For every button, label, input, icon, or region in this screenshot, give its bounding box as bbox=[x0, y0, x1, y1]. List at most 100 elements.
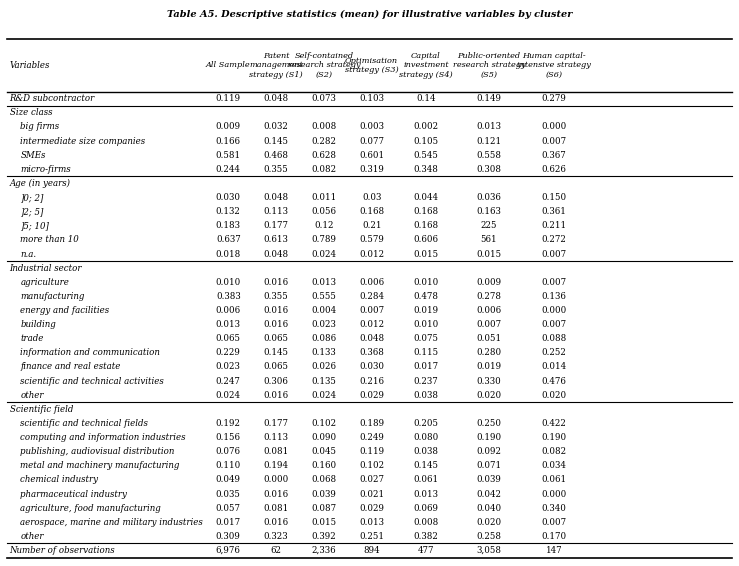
Text: 0.279: 0.279 bbox=[542, 94, 567, 103]
Text: 0.136: 0.136 bbox=[542, 292, 567, 301]
Text: 0.092: 0.092 bbox=[477, 447, 502, 456]
Text: 0.555: 0.555 bbox=[311, 292, 336, 301]
Text: 0.382: 0.382 bbox=[414, 532, 438, 541]
Text: 0.422: 0.422 bbox=[542, 419, 567, 428]
Text: 0.000: 0.000 bbox=[263, 475, 289, 484]
Text: 0.189: 0.189 bbox=[359, 419, 384, 428]
Text: 0.102: 0.102 bbox=[311, 419, 336, 428]
Text: 0.392: 0.392 bbox=[312, 532, 336, 541]
Text: 0.081: 0.081 bbox=[263, 447, 289, 456]
Text: Table A5. Descriptive statistics (mean) for illustrative variables by cluster: Table A5. Descriptive statistics (mean) … bbox=[167, 10, 572, 19]
Text: 0.163: 0.163 bbox=[477, 207, 502, 216]
Text: 0.007: 0.007 bbox=[542, 278, 567, 287]
Text: 0.061: 0.061 bbox=[542, 475, 567, 484]
Text: 0.051: 0.051 bbox=[477, 334, 502, 343]
Text: 0.065: 0.065 bbox=[264, 334, 288, 343]
Text: 0.190: 0.190 bbox=[477, 433, 502, 442]
Text: 6,976: 6,976 bbox=[216, 546, 241, 555]
Text: 0.019: 0.019 bbox=[477, 362, 502, 371]
Text: 0.000: 0.000 bbox=[542, 306, 567, 315]
Text: 0.016: 0.016 bbox=[264, 391, 289, 400]
Text: intermediate size companies: intermediate size companies bbox=[21, 136, 146, 145]
Text: 0.145: 0.145 bbox=[264, 136, 288, 145]
Text: 0.021: 0.021 bbox=[359, 490, 384, 499]
Text: 0.088: 0.088 bbox=[542, 334, 567, 343]
Text: 0.308: 0.308 bbox=[477, 165, 502, 174]
Text: 0.251: 0.251 bbox=[359, 532, 384, 541]
Text: 0.355: 0.355 bbox=[264, 165, 288, 174]
Text: 0.013: 0.013 bbox=[477, 122, 502, 131]
Text: 0.073: 0.073 bbox=[311, 94, 336, 103]
Text: building: building bbox=[21, 320, 56, 329]
Text: 0.010: 0.010 bbox=[216, 278, 241, 287]
Text: 0.581: 0.581 bbox=[216, 151, 241, 160]
Text: 0.040: 0.040 bbox=[477, 504, 502, 513]
Text: 0.323: 0.323 bbox=[264, 532, 288, 541]
Text: 0.009: 0.009 bbox=[216, 122, 241, 131]
Text: 0.558: 0.558 bbox=[477, 151, 502, 160]
Text: 0.018: 0.018 bbox=[216, 250, 241, 259]
Text: Self-contained
research strategy
(S2): Self-contained research strategy (S2) bbox=[287, 52, 360, 79]
Text: 0.183: 0.183 bbox=[216, 221, 241, 230]
Text: 147: 147 bbox=[546, 546, 562, 555]
Text: 0.113: 0.113 bbox=[264, 433, 288, 442]
Text: All Sample: All Sample bbox=[206, 61, 251, 69]
Text: 0.006: 0.006 bbox=[359, 278, 384, 287]
Text: 0.216: 0.216 bbox=[359, 376, 384, 385]
Text: 0.606: 0.606 bbox=[414, 235, 438, 245]
Text: 0.048: 0.048 bbox=[359, 334, 384, 343]
Text: computing and information industries: computing and information industries bbox=[21, 433, 186, 442]
Text: 0.016: 0.016 bbox=[264, 490, 289, 499]
Text: 0.601: 0.601 bbox=[359, 151, 384, 160]
Text: 0.042: 0.042 bbox=[477, 490, 502, 499]
Text: other: other bbox=[21, 532, 44, 541]
Text: 0.009: 0.009 bbox=[477, 278, 502, 287]
Text: 0.020: 0.020 bbox=[542, 391, 567, 400]
Text: 0.013: 0.013 bbox=[359, 518, 384, 527]
Text: 0.029: 0.029 bbox=[359, 504, 384, 513]
Text: big firms: big firms bbox=[21, 122, 60, 131]
Text: 0.056: 0.056 bbox=[311, 207, 336, 216]
Text: 0.478: 0.478 bbox=[414, 292, 438, 301]
Text: 0.090: 0.090 bbox=[311, 433, 336, 442]
Text: 0.020: 0.020 bbox=[477, 518, 502, 527]
Text: 0.309: 0.309 bbox=[216, 532, 241, 541]
Text: 0.258: 0.258 bbox=[477, 532, 502, 541]
Text: other: other bbox=[21, 391, 44, 400]
Text: 0.008: 0.008 bbox=[311, 122, 336, 131]
Text: 0.150: 0.150 bbox=[542, 193, 567, 202]
Text: 0.069: 0.069 bbox=[414, 504, 438, 513]
Text: ]2; 5]: ]2; 5] bbox=[21, 207, 44, 216]
Text: 0.361: 0.361 bbox=[542, 207, 567, 216]
Text: 0.077: 0.077 bbox=[359, 136, 384, 145]
Text: 0.080: 0.080 bbox=[413, 433, 439, 442]
Text: 0.177: 0.177 bbox=[264, 419, 288, 428]
Text: 0.000: 0.000 bbox=[542, 490, 567, 499]
Text: 0.012: 0.012 bbox=[359, 320, 384, 329]
Text: 0.03: 0.03 bbox=[362, 193, 381, 202]
Text: 0.044: 0.044 bbox=[414, 193, 438, 202]
Text: chemical industry: chemical industry bbox=[21, 475, 98, 484]
Text: energy and facilities: energy and facilities bbox=[21, 306, 109, 315]
Text: 0.048: 0.048 bbox=[264, 193, 289, 202]
Text: 0.006: 0.006 bbox=[216, 306, 241, 315]
Text: 0.034: 0.034 bbox=[542, 461, 567, 470]
Text: 0.030: 0.030 bbox=[359, 362, 384, 371]
Text: 0.000: 0.000 bbox=[542, 122, 567, 131]
Text: agriculture, food manufacturing: agriculture, food manufacturing bbox=[21, 504, 161, 513]
Text: 0.012: 0.012 bbox=[359, 250, 384, 259]
Text: 0.545: 0.545 bbox=[414, 151, 438, 160]
Text: 0.280: 0.280 bbox=[477, 348, 502, 357]
Text: 0.355: 0.355 bbox=[264, 292, 288, 301]
Text: 225: 225 bbox=[481, 221, 497, 230]
Text: 0.247: 0.247 bbox=[216, 376, 241, 385]
Text: 0.071: 0.071 bbox=[477, 461, 502, 470]
Text: 0.016: 0.016 bbox=[264, 518, 289, 527]
Text: 2,336: 2,336 bbox=[312, 546, 336, 555]
Text: information and communication: information and communication bbox=[21, 348, 160, 357]
Text: Capital
investment
strategy (S4): Capital investment strategy (S4) bbox=[399, 52, 453, 79]
Text: 0.011: 0.011 bbox=[311, 193, 336, 202]
Text: 0.010: 0.010 bbox=[413, 278, 439, 287]
Text: 0.105: 0.105 bbox=[413, 136, 438, 145]
Text: Size class: Size class bbox=[10, 108, 52, 117]
